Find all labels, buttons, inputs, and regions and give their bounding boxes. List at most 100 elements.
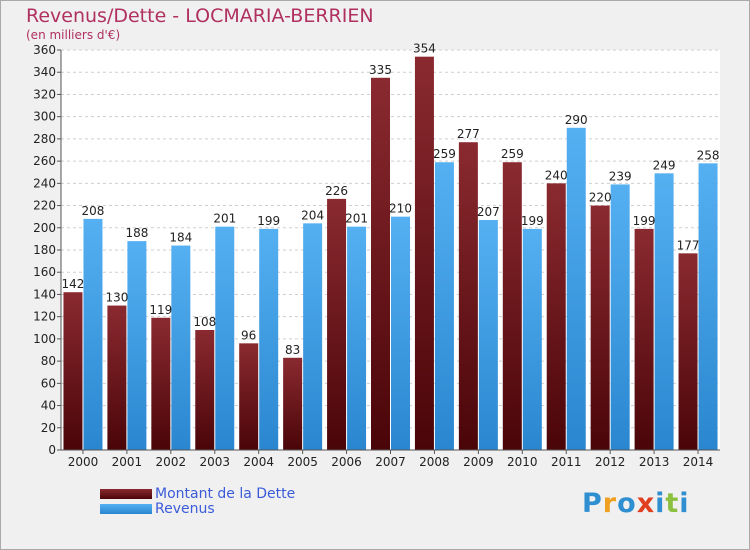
bar-dette (634, 228, 654, 450)
bar-revenus (215, 226, 235, 450)
data-label: 188 (125, 226, 148, 240)
chart-subtitle: (en milliers d'€) (26, 28, 121, 42)
x-tick-label: 2004 (243, 455, 274, 469)
data-label: 204 (301, 208, 324, 222)
bar-revenus (171, 245, 191, 450)
bar-revenus (566, 127, 586, 451)
data-label: 199 (633, 214, 656, 228)
logo-letter: P (582, 488, 603, 519)
bar-revenus (654, 173, 674, 451)
logo-letter: r (602, 488, 618, 519)
x-tick-label: 2000 (68, 455, 99, 469)
data-label: 96 (241, 328, 256, 342)
data-label: 354 (413, 42, 436, 56)
x-tick-label: 2010 (507, 455, 538, 469)
x-tick-label: 2001 (112, 455, 143, 469)
legend-swatch-revenus (100, 504, 152, 514)
bar-dette (546, 183, 566, 451)
x-tick-label: 2007 (375, 455, 406, 469)
legend-swatch-debt (100, 489, 152, 499)
legend-label-revenus: Revenus (155, 501, 215, 517)
bar-revenus (610, 184, 630, 450)
y-tick-label: 80 (41, 354, 56, 368)
data-label: 210 (389, 202, 412, 216)
data-label: 201 (213, 212, 236, 226)
logo-letter: i (679, 488, 690, 519)
bar-dette (502, 162, 522, 450)
data-label: 335 (369, 63, 392, 77)
bar-revenus (478, 220, 498, 450)
bar-dette (63, 292, 83, 450)
bar-dette (107, 305, 127, 450)
x-tick-label: 2014 (683, 455, 714, 469)
data-label: 184 (169, 231, 192, 245)
y-tick-label: 240 (33, 176, 56, 190)
bar-revenus (434, 162, 454, 450)
bar-revenus (127, 241, 147, 450)
y-tick-label: 340 (33, 65, 56, 79)
y-tick-label: 200 (33, 221, 56, 235)
data-label: 177 (677, 238, 700, 252)
data-label: 259 (433, 147, 456, 161)
data-label: 259 (501, 147, 524, 161)
x-tick-label: 2006 (331, 455, 362, 469)
data-label: 142 (62, 277, 85, 291)
data-label: 258 (697, 148, 720, 162)
data-label: 277 (457, 127, 480, 141)
bar-revenus (83, 218, 103, 450)
data-label: 130 (105, 291, 128, 305)
data-label: 220 (589, 191, 612, 205)
logo-letter: x (636, 488, 656, 519)
data-label: 226 (325, 184, 348, 198)
x-tick-label: 2013 (639, 455, 670, 469)
y-tick-label: 260 (33, 154, 56, 168)
bar-dette (327, 198, 347, 450)
bar-dette (590, 205, 610, 450)
bar-revenus (259, 228, 279, 450)
x-tick-label: 2011 (551, 455, 582, 469)
chart-title: Revenus/Dette - LOCMARIA-BERRIEN (26, 5, 374, 27)
bar-revenus (522, 228, 542, 450)
bar-dette (283, 357, 303, 450)
bar-revenus (391, 216, 410, 450)
bar-dette (371, 77, 390, 451)
y-tick-label: 280 (33, 132, 56, 146)
y-tick-label: 120 (33, 310, 56, 324)
bar-revenus (303, 223, 323, 450)
y-tick-label: 0 (48, 443, 56, 457)
data-label: 240 (545, 168, 568, 182)
bar-dette (195, 330, 215, 450)
data-label: 199 (257, 214, 280, 228)
data-label: 239 (609, 169, 632, 183)
y-tick-label: 320 (33, 87, 56, 101)
y-tick-label: 160 (33, 265, 56, 279)
legend-label-debt: Montant de la Dette (155, 486, 296, 502)
bar-dette (458, 142, 478, 450)
y-tick-label: 20 (41, 421, 56, 435)
y-tick-label: 40 (41, 399, 56, 413)
data-label: 108 (193, 315, 216, 329)
data-label: 199 (521, 214, 544, 228)
data-label: 119 (149, 303, 172, 317)
data-label: 207 (477, 205, 500, 219)
y-tick-label: 140 (33, 287, 56, 301)
proxiti-logo: Proxiti (582, 488, 690, 519)
x-tick-label: 2002 (156, 455, 187, 469)
x-tick-label: 2008 (419, 455, 450, 469)
logo-letter: i (655, 488, 666, 519)
bar-dette (678, 253, 698, 450)
bar-revenus (347, 226, 367, 450)
y-tick-label: 300 (33, 110, 56, 124)
bar-revenus (698, 163, 718, 451)
data-label: 201 (345, 212, 368, 226)
logo-letter: t (665, 488, 680, 519)
data-label: 208 (82, 204, 105, 218)
y-tick-label: 60 (41, 376, 56, 390)
bar-dette (151, 317, 171, 450)
bar-dette (414, 56, 434, 451)
bar-dette (239, 343, 259, 450)
data-label: 290 (565, 113, 588, 127)
x-tick-label: 2009 (463, 455, 494, 469)
y-tick-label: 360 (33, 43, 56, 57)
